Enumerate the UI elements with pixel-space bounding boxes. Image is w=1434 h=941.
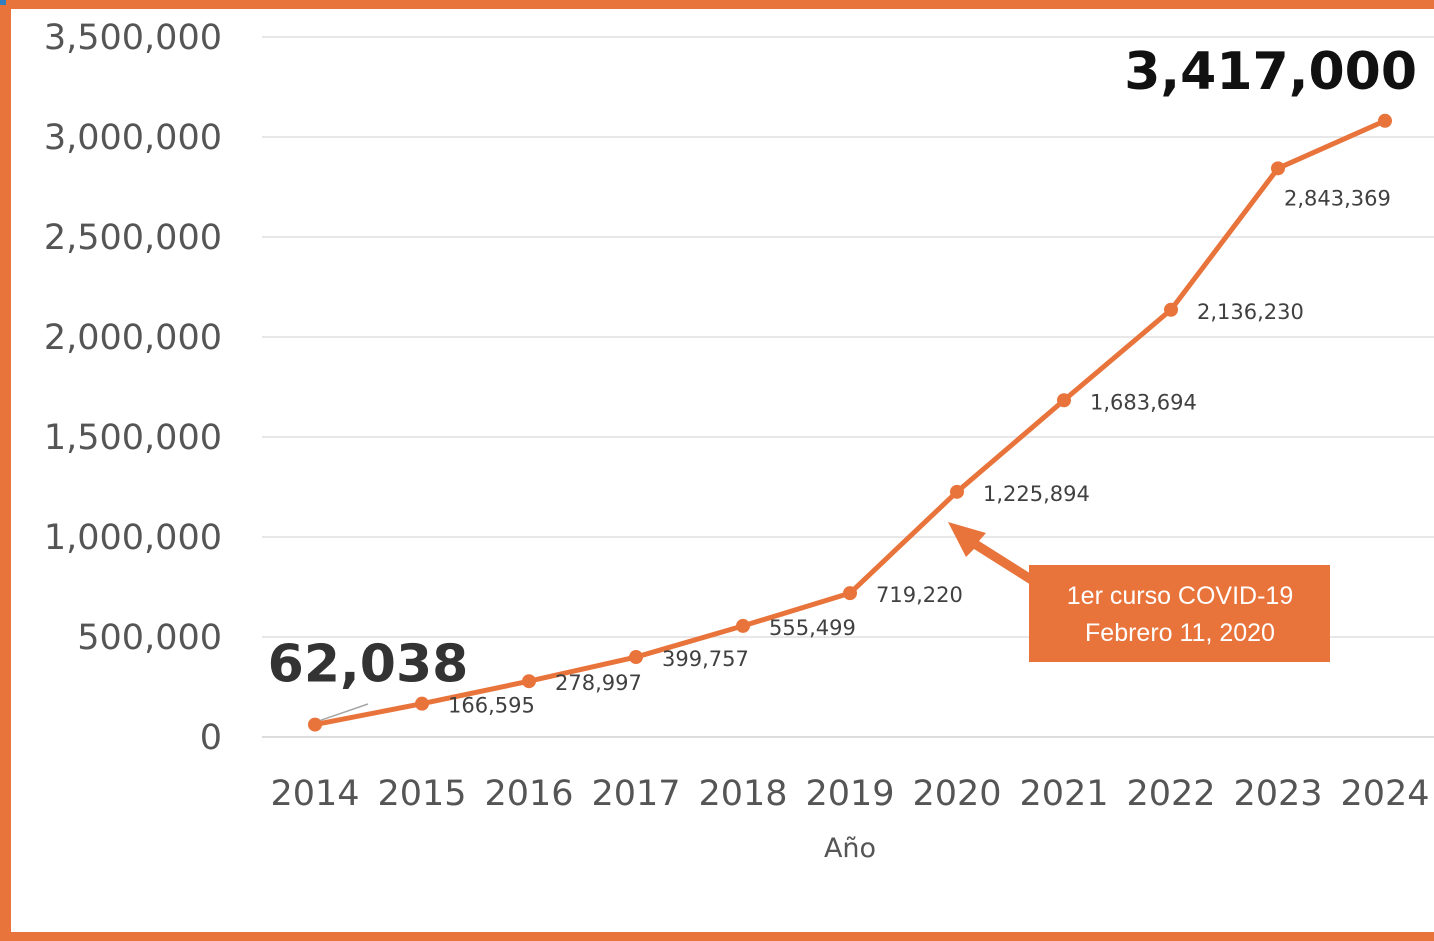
- y-tick-label: 3,500,000: [44, 18, 222, 58]
- callout-box: [1029, 565, 1330, 662]
- data-label: 278,997: [555, 671, 642, 695]
- data-label: 3,417,000: [1124, 42, 1417, 102]
- data-point: [1378, 113, 1392, 128]
- y-axis-ticks: 0 500,000 1,000,000 1,500,000 2,000,000 2,500…: [44, 18, 222, 758]
- data-label: 2,136,230: [1197, 300, 1304, 324]
- label-leader-line: [316, 703, 369, 723]
- y-tick-label: 500,000: [77, 618, 222, 658]
- x-tick-label: 2024: [1340, 774, 1429, 814]
- x-tick-label: 2022: [1126, 774, 1215, 814]
- x-tick-label: 2023: [1233, 774, 1322, 814]
- x-tick-label: 2014: [270, 774, 359, 814]
- x-tick-label: 2016: [484, 774, 573, 814]
- data-point: [415, 696, 429, 711]
- data-point: [629, 650, 643, 665]
- y-tick-label: 2,000,000: [44, 318, 222, 358]
- x-tick-label: 2015: [377, 774, 466, 814]
- data-point: [1057, 393, 1071, 408]
- x-axis-ticks: 2014 2015 2016 2017 2018 2019 2020 2021 2022 2023…: [270, 774, 1429, 814]
- x-tick-label: 2017: [591, 774, 680, 814]
- y-tick-label: 2,500,000: [44, 218, 222, 258]
- data-label: 1,683,694: [1090, 390, 1197, 414]
- callout-line-1: 1er curso COVID-19: [1067, 582, 1293, 610]
- data-point: [522, 674, 536, 689]
- data-point: [1164, 302, 1178, 317]
- data-label: 62,038: [268, 635, 469, 695]
- x-axis-title: Año: [824, 833, 876, 864]
- data-label: 719,220: [876, 583, 963, 607]
- data-label: 2,843,369: [1284, 186, 1391, 210]
- y-tick-label: 1,000,000: [44, 518, 222, 558]
- data-point: [950, 484, 964, 499]
- y-tick-label: 3,000,000: [44, 118, 222, 158]
- data-label: 166,595: [448, 694, 535, 718]
- y-tick-label: 0: [200, 718, 222, 758]
- x-tick-label: 2020: [912, 774, 1001, 814]
- x-tick-label: 2019: [805, 774, 894, 814]
- covid-callout: 1er curso COVID-19 Febrero 11, 2020: [948, 522, 1330, 662]
- x-tick-label: 2021: [1019, 774, 1108, 814]
- data-point: [843, 586, 857, 601]
- first-point-leader: [316, 703, 369, 723]
- data-label: 555,499: [769, 616, 856, 640]
- data-label: 1,225,894: [983, 482, 1090, 506]
- data-point: [1271, 161, 1285, 176]
- x-tick-label: 2018: [698, 774, 787, 814]
- y-tick-label: 1,500,000: [44, 418, 222, 458]
- data-point: [736, 618, 750, 633]
- callout-arrow: [948, 522, 1036, 585]
- data-points: [308, 113, 1392, 732]
- data-label: 399,757: [662, 647, 749, 671]
- corner-mark: [0, 0, 6, 5]
- data-point: [308, 717, 322, 732]
- callout-line-2: Febrero 11, 2020: [1085, 619, 1275, 647]
